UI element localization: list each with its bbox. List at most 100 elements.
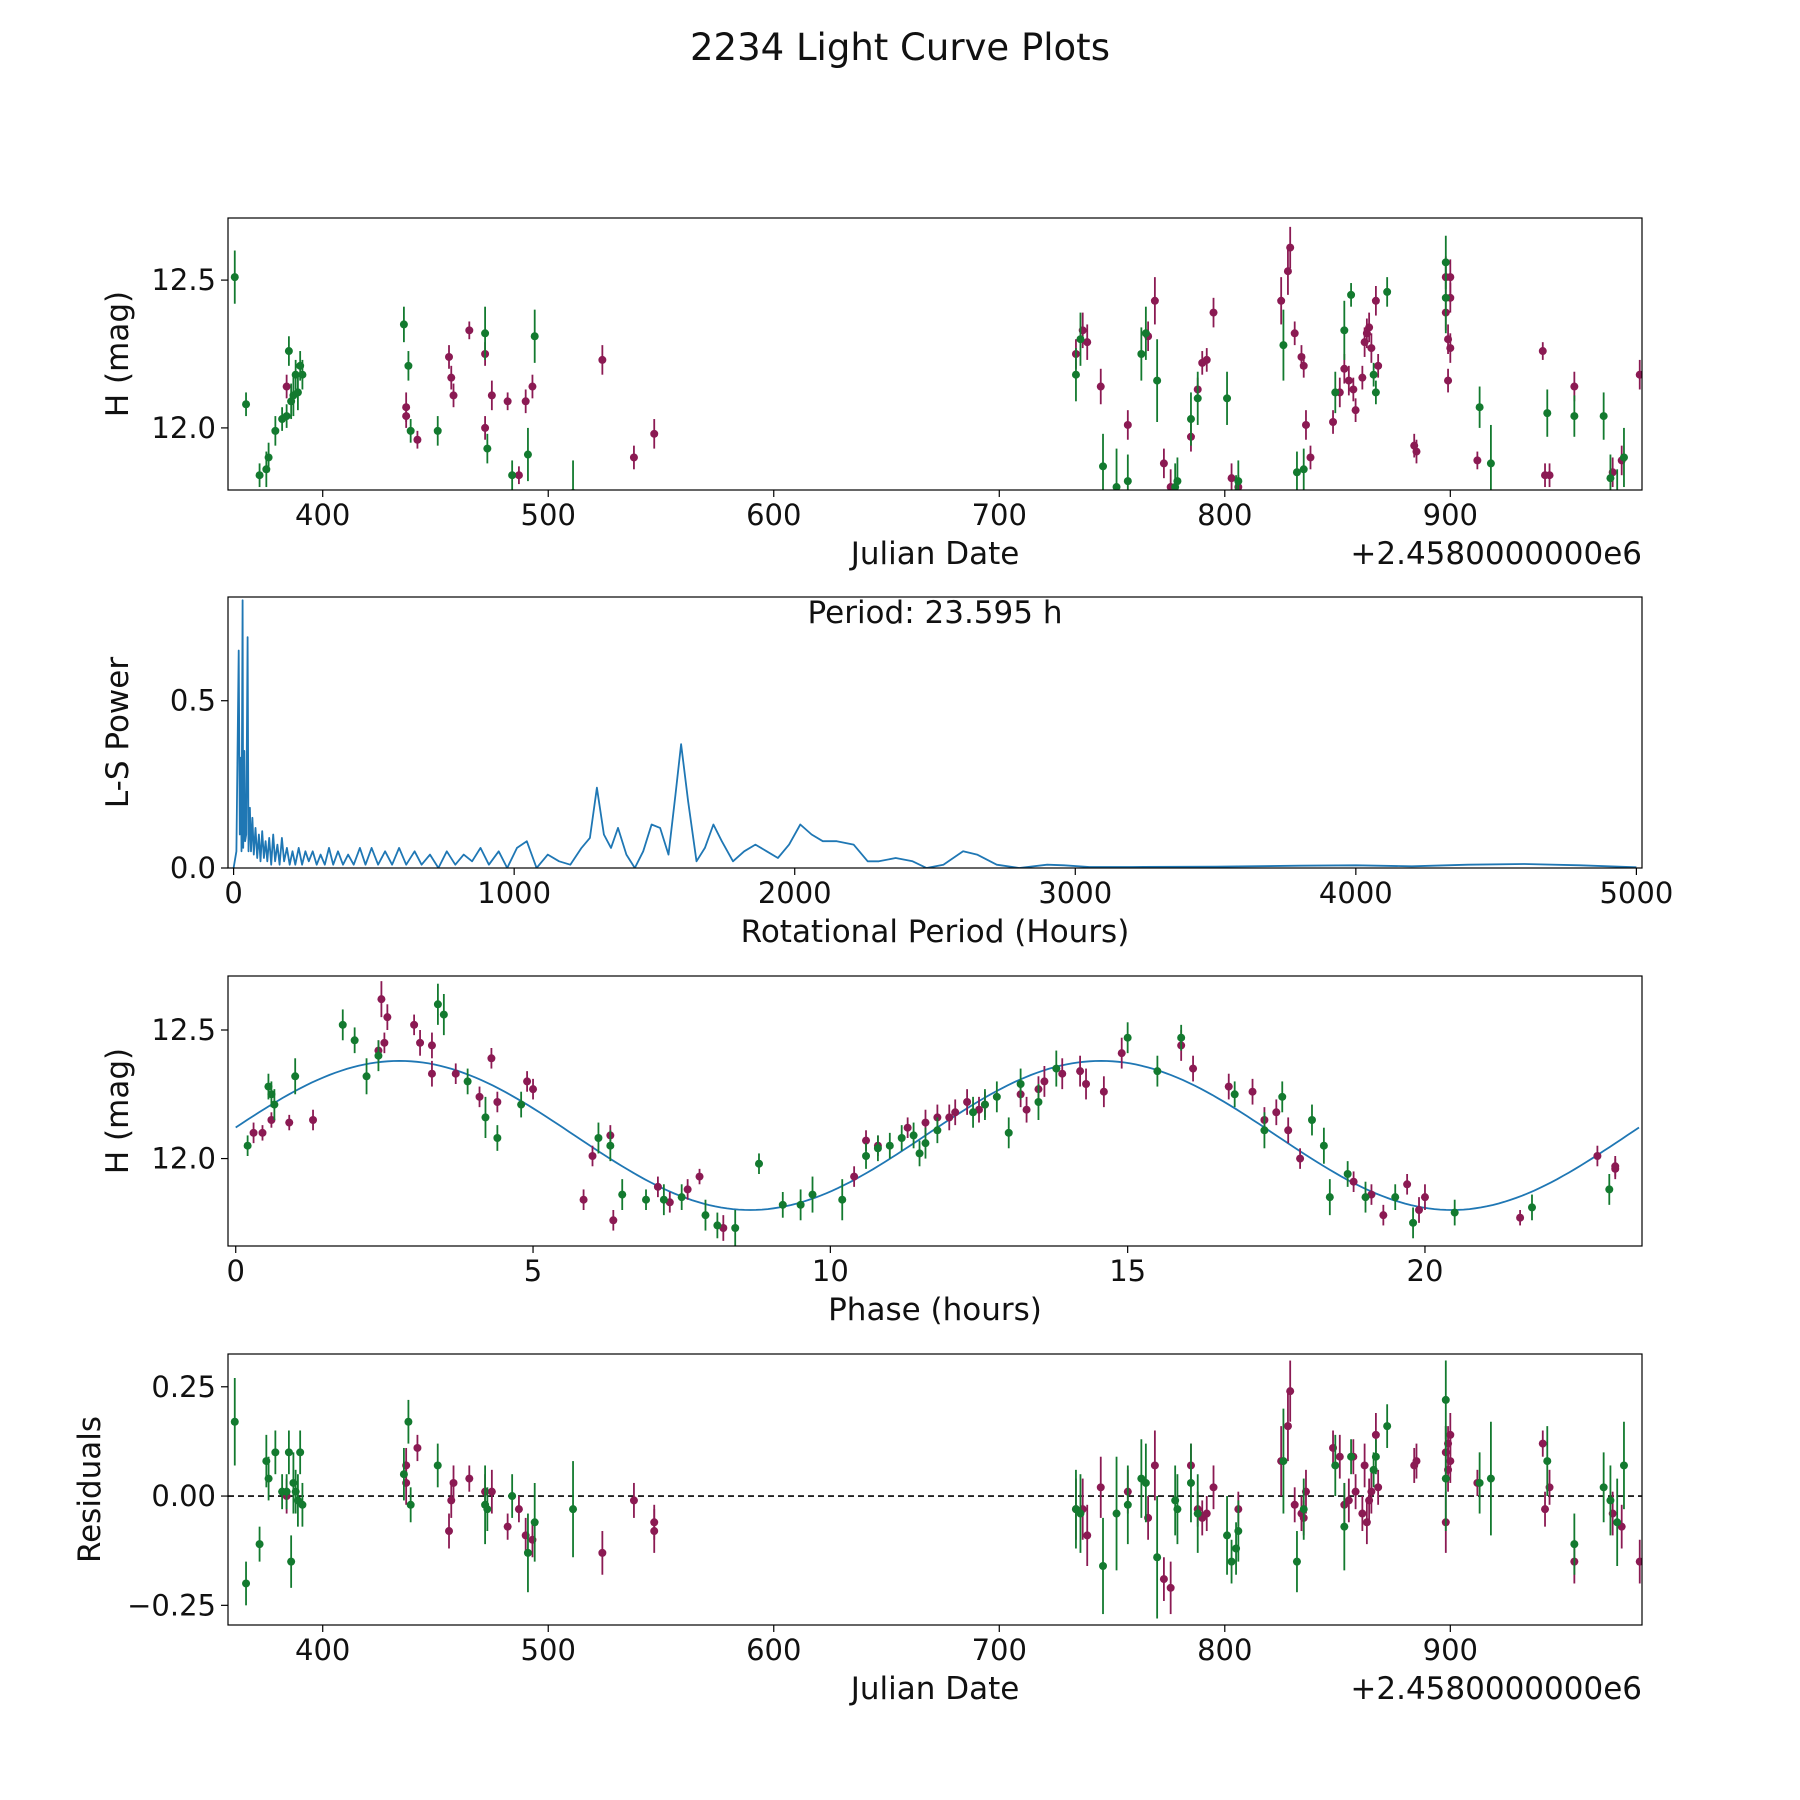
lightcurve-ytick-label: 12.5 [151,263,216,297]
phased-point [380,1038,389,1047]
phased-point [1527,1203,1536,1212]
lightcurve-series-filter-b [230,235,1628,490]
residuals-point [1096,1483,1105,1492]
phased-xtick-label: 0 [227,1254,245,1288]
lightcurve-point [402,412,411,421]
lightcurve-point [1473,456,1482,465]
lightcurve-point [1283,267,1292,276]
phased-point [909,1131,918,1140]
residuals-point [298,1500,307,1509]
phased-point [1284,1126,1293,1135]
residuals-point [503,1522,512,1531]
phased-point [517,1100,526,1109]
lightcurve-point [1347,290,1356,299]
phased-point [969,1108,978,1117]
residuals-point [1371,1452,1380,1461]
phased-point [609,1216,618,1225]
phased-point [1189,1064,1198,1073]
lightcurve-xtick-label: 500 [521,498,576,532]
lightcurve-point [1299,361,1308,370]
residuals-point [1292,1557,1301,1566]
phased-point [695,1172,704,1181]
phased-point [523,1077,532,1086]
phased-point [1379,1211,1388,1220]
lightcurve-point [1365,323,1374,332]
lightcurve-point [1173,477,1182,486]
lightcurve-point [413,435,422,444]
phased-point [618,1190,627,1199]
lightcurve-point [282,412,291,421]
phased-xlabel: Phase (hours) [828,1292,1042,1328]
residuals-ylabel: Residuals [72,1416,108,1563]
phased-point [796,1200,805,1209]
lightcurve-point [503,397,512,406]
lightcurve-point [447,373,456,382]
residuals-point [1340,1522,1349,1531]
phased-point [951,1108,960,1117]
lightcurve-point [1141,329,1150,338]
lightcurve-point [1374,361,1383,370]
lightcurve-xlabel: Julian Date [849,536,1020,572]
residuals-xtick-label: 500 [521,1633,576,1667]
lightcurve-point [1538,347,1547,356]
phased-point [410,1020,419,1029]
lightcurve-point [1071,370,1080,379]
phased-point [481,1113,490,1122]
residuals-point [399,1470,408,1479]
phased-point [945,1113,954,1122]
lightcurve-point [271,426,280,435]
residuals-point [1141,1478,1150,1487]
residuals-point [1335,1452,1344,1461]
lightcurve-panel: 400 500 600 700 800 900 12.0 12.5 Julian Date H (… [100,217,1643,572]
residuals-point [242,1579,251,1588]
phased-point [594,1134,603,1142]
residuals-point [1446,1430,1455,1439]
phased-point [416,1038,425,1047]
phased-point [1117,1049,1126,1058]
residuals-point [1441,1395,1450,1404]
phased-xtick-label: 5 [524,1254,542,1288]
lightcurve-point [1234,477,1243,486]
phased-point [1391,1193,1400,1202]
residuals-point [1166,1583,1175,1592]
phased-point [1361,1193,1370,1202]
lightcurve-point [629,453,638,462]
lightcurve-point [1292,468,1301,477]
lightcurve-point [1076,335,1085,344]
lightcurve-point [465,326,474,335]
phased-point [1260,1126,1269,1135]
phased-point [862,1136,871,1145]
phased-point [243,1141,252,1150]
lightcurve-point [1340,364,1349,373]
lightcurve-point [406,426,415,435]
residuals-point [530,1518,539,1527]
lightcurve-point [433,426,442,435]
residuals-point [1475,1478,1484,1487]
lightcurve-point [1096,382,1105,391]
lightcurve-point [445,352,454,361]
phased-series-filter-b [243,983,1614,1246]
lightcurve-point [1193,394,1202,403]
residuals-point [230,1417,239,1426]
phased-point [1248,1087,1257,1096]
residuals-point [523,1548,532,1557]
periodogram-xlabel: Rotational Period (Hours) [741,914,1130,950]
phased-point [1230,1090,1239,1099]
periodogram-xtick-label: 2000 [758,876,832,910]
residuals-point [487,1487,496,1496]
phased-point [659,1195,668,1204]
phased-point [1022,1105,1031,1114]
phased-point [885,1141,894,1150]
residuals-frame [227,1353,1643,1626]
phased-ytick-label: 12.0 [151,1142,216,1176]
phased-point [992,1092,1001,1101]
lightcurve-point [1150,296,1159,305]
lightcurve-point [264,453,273,462]
phased-point [1123,1033,1132,1042]
residuals-series-filter-b [230,1360,1628,1619]
lightcurve-point [1383,287,1392,296]
residuals-point [1371,1430,1380,1439]
phased-point [606,1141,615,1150]
periodogram-ytick-label: 0.0 [170,851,216,885]
phased-ytick-label: 12.5 [151,1013,216,1047]
